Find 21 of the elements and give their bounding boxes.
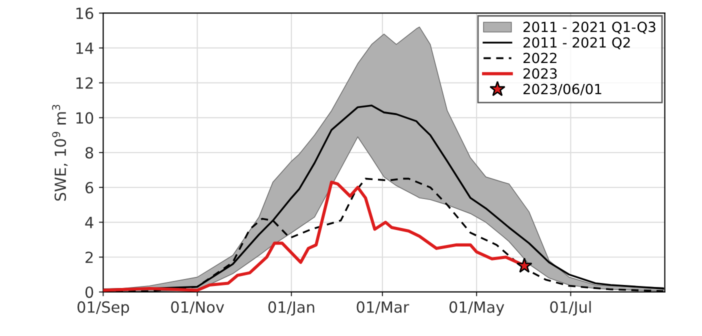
y-tick-label: 6 (86, 182, 94, 194)
legend-label: 2023 (523, 68, 557, 79)
x-tick-label: 01/Mar (356, 301, 410, 314)
y-tick-label: 0 (85, 286, 94, 298)
y-axis-title: SWE, 10$^{9}$ m$^{3}$ (52, 104, 68, 201)
legend-label: 2023/06/01 (523, 84, 602, 96)
x-tick-label: 01/Jan (268, 301, 314, 316)
annotation: 2011 - 2021 Q1-Q3 (523, 22, 656, 34)
x-tick-label: 01/Jul (550, 301, 591, 316)
y-tick-label: 14 (76, 42, 94, 54)
y-tick-label: 8 (85, 147, 94, 159)
legend-label: 2022 (523, 52, 556, 64)
y-tick-label: 16 (76, 8, 94, 20)
legend-label: 2011 - 2021 Q2 (523, 37, 630, 50)
x-tick-label: 01/May (449, 301, 504, 316)
x-tick-label: 01/Nov (171, 301, 224, 314)
y-tick-label: 12 (76, 77, 93, 89)
y-tick-label: 10 (76, 112, 94, 124)
y-tick-label: 4 (85, 216, 94, 228)
x-tick-label: 01/Sep (78, 301, 130, 316)
y-tick-label: 2 (86, 252, 93, 263)
